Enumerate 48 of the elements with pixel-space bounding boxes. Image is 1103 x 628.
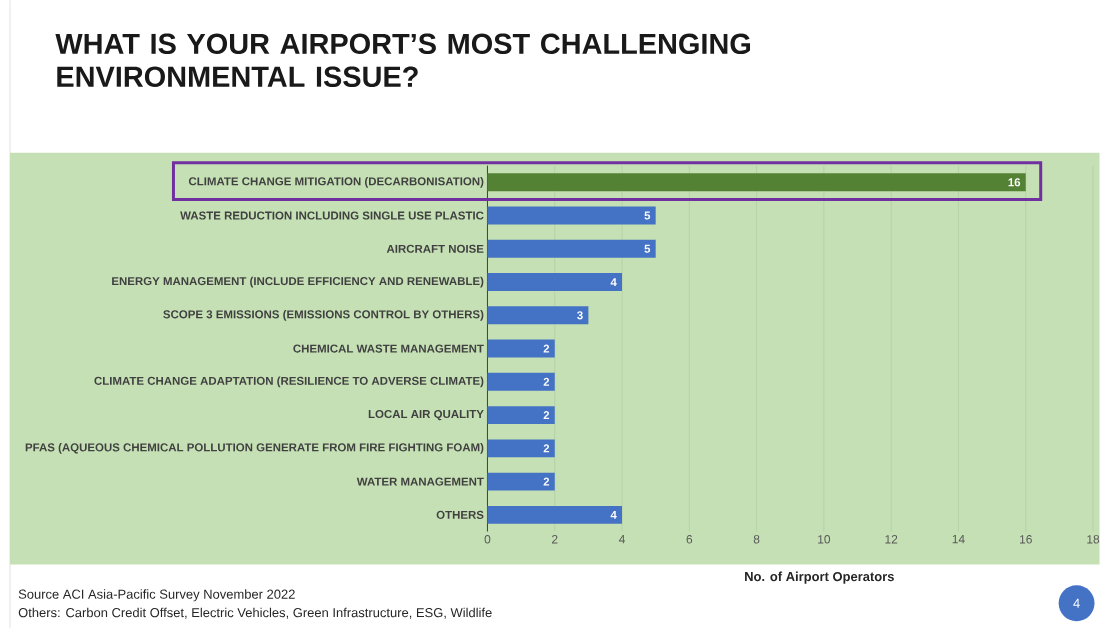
bar <box>487 339 555 358</box>
bar <box>487 372 555 391</box>
data-label: 5 <box>644 244 651 253</box>
y-tick-label: WASTE REDUCTION INCLUDING SINGLE USE PLASTIC <box>180 211 484 220</box>
y-tick-label: LOCAL AIR QUALITY <box>368 409 484 421</box>
bar <box>487 439 555 458</box>
chart-title: WHAT IS YOUR AIRPORT’S MOST CHALLENGING ENVIRONMENTAL ISSUE? <box>55 33 751 87</box>
y-tick-label: OTHERS <box>436 510 484 519</box>
bar <box>487 173 1026 192</box>
x-tick-label: 16 <box>1020 534 1032 544</box>
x-tick-label: 12 <box>885 534 898 544</box>
x-tick-label: 8 <box>753 534 760 544</box>
data-label: 2 <box>543 344 550 353</box>
y-tick-label: PFAS (AQUEOUS CHEMICAL POLLUTION GENERATE FROM FIRE FIGHTING FOAM) <box>25 442 484 454</box>
data-label: 2 <box>543 377 550 386</box>
data-label: 4 <box>610 277 617 286</box>
y-tick-label: CLIMATE CHANGE ADAPTATION (RESILIENCE TO ADVERSE CLIMATE) <box>94 376 484 387</box>
x-tick-label: 18 <box>1087 534 1100 544</box>
data-label: 16 <box>1008 178 1021 187</box>
data-label: 4 <box>610 510 617 519</box>
bar <box>487 206 656 225</box>
y-tick-label: CHEMICAL WASTE MANAGEMENT <box>293 344 484 353</box>
x-tick-label: 14 <box>952 534 965 544</box>
x-tick-label: 0 <box>484 534 491 544</box>
data-label: 2 <box>543 410 550 419</box>
text: Others: Carbon Credit Offset, Electric Vehicles, Green Infrastructure, ESG, Wildlife <box>18 607 492 619</box>
source-note: Source ACI Asia-Pacific Survey November 2022 <box>18 589 295 602</box>
bar <box>487 239 656 258</box>
bar <box>487 472 555 491</box>
y-tick-label: ENERGY MANAGEMENT (INCLUDE EFFICIENCY AND RENEWABLE) <box>112 276 484 288</box>
bar <box>487 306 589 325</box>
bar <box>487 272 623 291</box>
x-tick-label: 2 <box>552 534 558 544</box>
y-tick-label: AIRCRAFT NOISE <box>386 244 484 253</box>
text: 4 <box>1073 598 1080 608</box>
x-tick-label: 4 <box>618 534 625 544</box>
x-axis-title: No. of Airport Operators <box>745 571 894 584</box>
x-tick-label: 10 <box>818 534 831 544</box>
bar <box>487 405 555 424</box>
y-tick-label: SCOPE 3 EMISSIONS (EMISSIONS CONTROL BY OTHERS) <box>163 309 484 321</box>
y-tick-label: WATER MANAGEMENT <box>356 477 484 486</box>
bar <box>487 505 623 524</box>
data-label: 3 <box>577 311 583 320</box>
data-label: 2 <box>543 477 550 486</box>
data-label: 5 <box>644 211 651 220</box>
y-tick-label: CLIMATE CHANGE MITIGATION (DECARBONISATION) <box>188 176 484 188</box>
x-tick-label: 6 <box>686 534 693 544</box>
data-label: 2 <box>543 444 550 453</box>
